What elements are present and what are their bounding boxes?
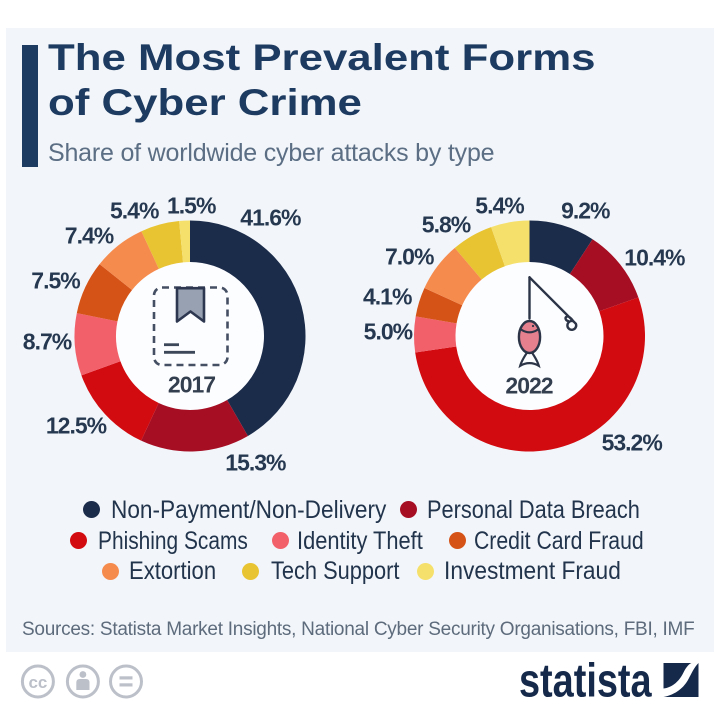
svg-text:cc: cc [28, 673, 47, 692]
svg-text:statista: statista [519, 655, 652, 708]
